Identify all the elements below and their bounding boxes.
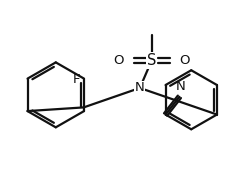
Text: F: F bbox=[72, 73, 80, 86]
Text: S: S bbox=[147, 53, 156, 68]
Text: N: N bbox=[176, 80, 185, 93]
Text: N: N bbox=[135, 82, 145, 94]
Text: O: O bbox=[114, 54, 124, 67]
Text: O: O bbox=[180, 54, 190, 67]
